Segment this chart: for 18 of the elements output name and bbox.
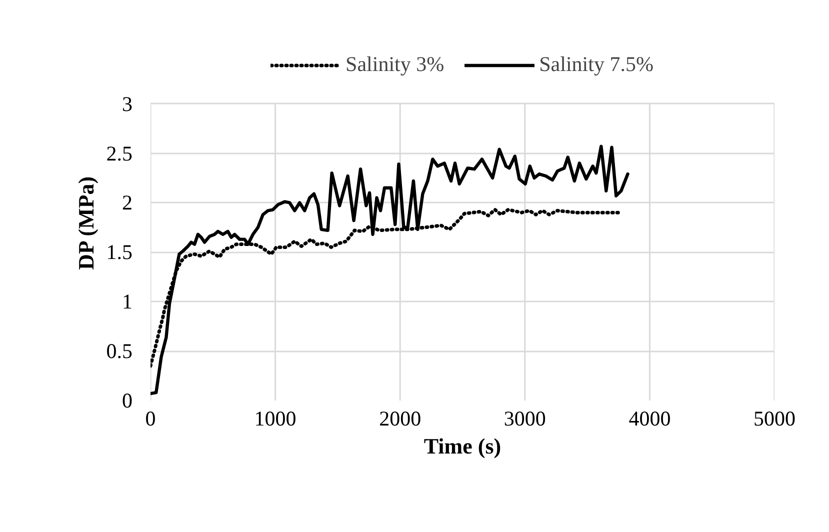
y-tick-label: 1.5 — [106, 240, 132, 264]
y-tick-label: 1 — [122, 290, 132, 314]
x-tick-label: 1000 — [254, 406, 296, 430]
legend-label: Salinity 3% — [346, 52, 444, 77]
legend-label: Salinity 7.5% — [539, 52, 654, 77]
y-axis-title: DP (MPa) — [73, 176, 98, 270]
x-tick-label: 0 — [145, 406, 156, 430]
x-tick-label: 4000 — [628, 406, 671, 430]
y-tick-label: 2 — [122, 190, 132, 215]
line-series — [150, 144, 630, 396]
x-tick-label: 2000 — [379, 406, 422, 430]
y-tick-label: 3 — [122, 92, 132, 116]
x-tick-label: 3000 — [504, 406, 546, 430]
y-tick-label: 0.5 — [106, 339, 132, 364]
y-tick-label: 2.5 — [106, 141, 132, 166]
x-tick-label: 5000 — [754, 406, 796, 430]
y-tick-label: 0 — [122, 388, 132, 412]
x-axis-title: Time (s) — [424, 434, 502, 458]
